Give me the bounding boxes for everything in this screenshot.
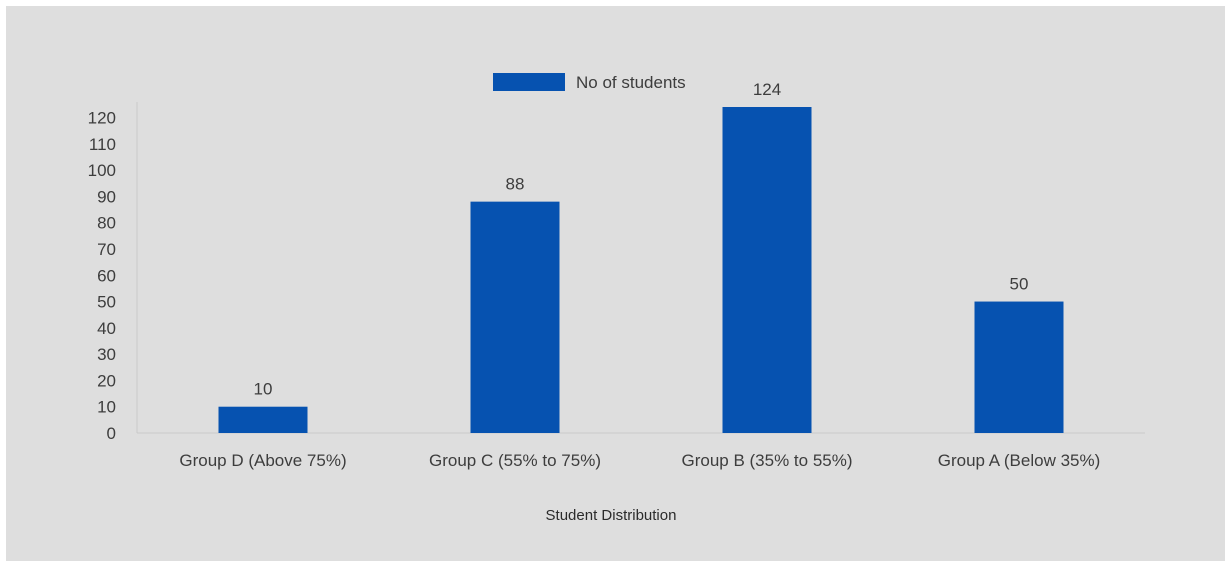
legend-label-no-of-students: No of students [576,73,686,92]
x-category-label: Group B (35% to 55%) [681,451,852,470]
bar [974,301,1064,433]
y-tick-label: 60 [97,266,116,285]
y-tick-label: 70 [97,240,116,259]
data-labels-group: 10 88 124 50 [254,80,1029,399]
legend: No of students [493,73,686,92]
chart-card [6,6,1225,561]
y-axis-ticks: 0 10 20 30 40 50 60 70 80 90 100 110 120 [88,109,116,443]
y-tick-label: 0 [107,424,116,443]
y-tick-label: 20 [97,371,116,390]
y-tick-label: 30 [97,345,116,364]
bar [722,107,812,433]
bar [470,201,560,433]
bar-value-label: 88 [506,175,525,194]
x-axis-title: Student Distribution [546,507,677,524]
x-category-label: Group C (55% to 75%) [429,451,601,470]
bars-group [218,107,1064,433]
bar-value-label: 124 [753,80,781,99]
y-tick-label: 100 [88,161,116,180]
bar-value-label: 10 [254,380,273,399]
y-tick-label: 110 [89,135,116,154]
legend-swatch-no-of-students [493,73,565,91]
y-tick-label: 10 [97,398,116,417]
y-tick-label: 50 [97,293,116,312]
category-labels-group: Group D (Above 75%) Group C (55% to 75%) G… [179,451,1100,470]
y-tick-label: 90 [97,187,116,206]
x-category-label: Group D (Above 75%) [179,451,346,470]
y-tick-label: 40 [97,319,116,338]
bar-value-label: 50 [1010,275,1029,294]
x-category-label: Group A (Below 35%) [938,451,1101,470]
bar [218,406,308,433]
y-tick-label: 80 [97,214,116,233]
y-tick-label: 120 [88,109,116,128]
